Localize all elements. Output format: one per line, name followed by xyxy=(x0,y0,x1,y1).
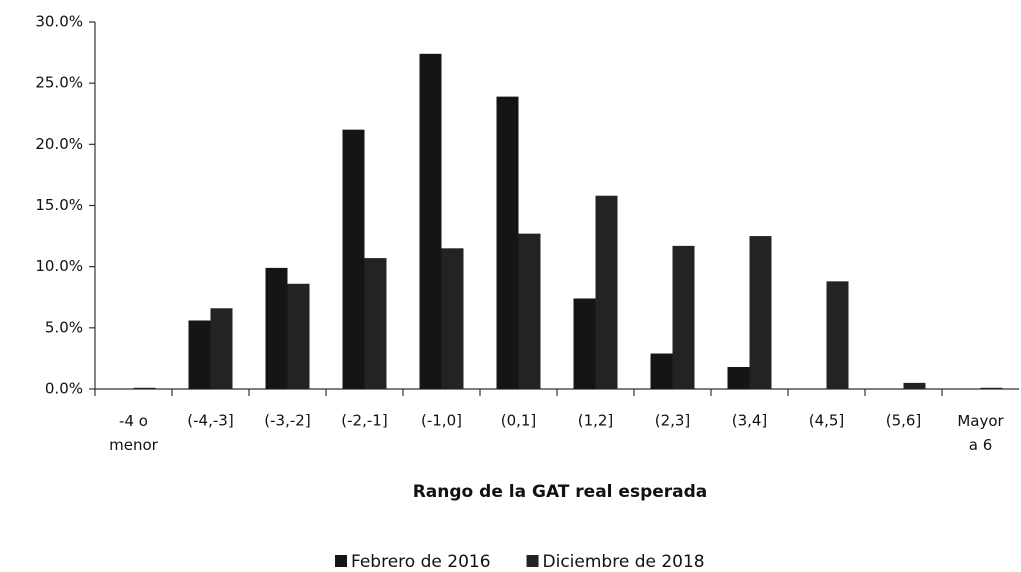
bar xyxy=(210,308,233,389)
legend-swatch xyxy=(526,555,539,567)
y-tick-label: 15.0% xyxy=(35,196,83,214)
bar xyxy=(595,195,618,389)
x-tick-label: (-1,0] xyxy=(421,412,462,430)
x-tick-label: (3,4] xyxy=(732,412,768,430)
bar xyxy=(265,267,288,389)
bar xyxy=(518,233,541,389)
x-tick-label: -4 o menor xyxy=(109,412,159,454)
legend-swatch xyxy=(335,555,347,567)
bar xyxy=(287,283,310,389)
bar xyxy=(903,382,926,389)
y-tick-label: 0.0% xyxy=(45,380,83,398)
bar xyxy=(419,53,442,389)
y-tick-label: 10.0% xyxy=(35,257,83,275)
bar xyxy=(650,353,673,389)
x-tick-label: (-4,-3] xyxy=(187,412,233,430)
bar xyxy=(727,366,750,389)
bar xyxy=(364,258,387,389)
x-tick-label: (5,6] xyxy=(886,412,922,430)
y-tick-label: 20.0% xyxy=(35,135,83,153)
x-tick-label: (2,3] xyxy=(655,412,691,430)
bar xyxy=(496,96,519,389)
bar xyxy=(441,248,464,389)
y-tick-label: 25.0% xyxy=(35,74,83,92)
x-tick-label: (-2,-1] xyxy=(341,412,387,430)
x-tick-label: (1,2] xyxy=(578,412,614,430)
bar xyxy=(672,245,695,389)
x-tick-label: (0,1] xyxy=(501,412,537,430)
bar xyxy=(133,387,156,389)
bar xyxy=(342,129,365,390)
x-tick-label: Mayor a 6 xyxy=(957,412,1004,454)
y-tick-label: 30.0% xyxy=(35,13,83,31)
x-tick-label: (-3,-2] xyxy=(264,412,310,430)
legend-label: Diciembre de 2018 xyxy=(543,552,705,572)
x-axis-title: Rango de la GAT real esperada xyxy=(413,482,708,502)
bar xyxy=(749,236,772,389)
x-tick-label: (4,5] xyxy=(809,412,845,430)
bar xyxy=(826,281,849,389)
legend-label: Febrero de 2016 xyxy=(351,552,491,572)
bar xyxy=(980,387,1003,389)
bar xyxy=(188,320,211,389)
bar xyxy=(573,298,596,389)
y-tick-label: 5.0% xyxy=(45,318,83,336)
